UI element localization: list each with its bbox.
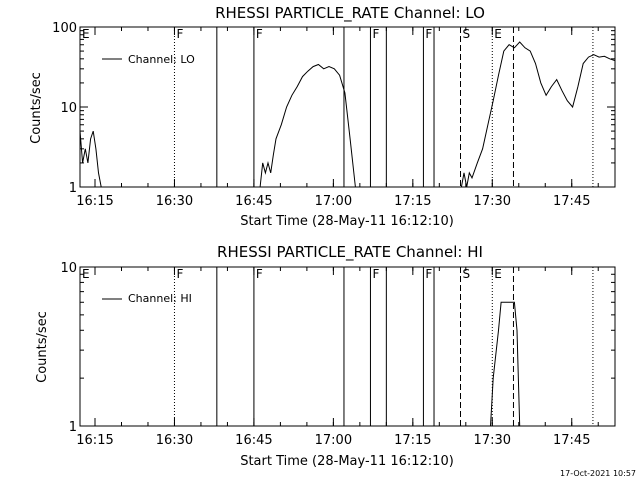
- x-tick-label: 17:15: [394, 433, 431, 448]
- x-tick-label: 17:45: [553, 194, 590, 209]
- x-tick-label: 16:45: [235, 433, 272, 448]
- x-axis-label: Start Time (28-May-11 16:12:10): [240, 454, 454, 469]
- y-axis-label: Counts/sec: [29, 72, 44, 144]
- series-line: [490, 301, 521, 427]
- y-tick-label: 1: [69, 181, 77, 196]
- flag-label: E: [494, 27, 502, 41]
- x-tick-label: 16:15: [76, 194, 113, 209]
- flag-label: F: [256, 267, 263, 281]
- flag-label: F: [425, 267, 432, 281]
- x-tick-label: 16:15: [76, 433, 113, 448]
- flag-label: E: [82, 267, 90, 281]
- flag-label: E: [494, 267, 502, 281]
- x-tick-label: 17:45: [553, 433, 590, 448]
- flag-label: F: [372, 27, 379, 41]
- y-axis-label: Counts/sec: [35, 311, 50, 383]
- footer-timestamp: 17-Oct-2021 10:57: [560, 469, 636, 478]
- x-tick-label: 17:00: [315, 433, 352, 448]
- x-tick-label: 17:30: [474, 433, 511, 448]
- x-tick-label: 17:00: [315, 194, 352, 209]
- x-tick-label: 16:30: [156, 194, 193, 209]
- hi-channel-panel: RHESSI PARTICLE_RATE Channel: HI Start T…: [35, 243, 616, 469]
- lo-channel-panel: RHESSI PARTICLE_RATE Channel: LO Start T…: [29, 4, 616, 229]
- chart-title: RHESSI PARTICLE_RATE Channel: LO: [215, 4, 485, 23]
- flag-label: F: [372, 267, 379, 281]
- flag-label: S: [463, 27, 471, 41]
- y-tick-label: 10: [60, 101, 77, 116]
- x-tick-label: 16:45: [235, 194, 272, 209]
- plot-frame: [79, 26, 616, 188]
- flag-label: F: [425, 27, 432, 41]
- y-tick-label: 100: [52, 21, 77, 36]
- flag-label: E: [82, 27, 90, 41]
- series-line: [79, 130, 102, 188]
- legend-label: Channel: LO: [128, 53, 195, 66]
- flag-label: F: [176, 267, 183, 281]
- legend-label: Channel: HI: [128, 292, 192, 305]
- flag-label: S: [463, 267, 471, 281]
- series-line: [460, 41, 616, 188]
- chart-title: RHESSI PARTICLE_RATE Channel: HI: [217, 243, 483, 262]
- flag-label: F: [176, 27, 183, 41]
- y-tick-label: 1: [69, 420, 77, 435]
- x-tick-label: 17:15: [394, 194, 431, 209]
- x-tick-label: 16:30: [156, 433, 193, 448]
- series-line: [259, 63, 356, 188]
- x-tick-label: 17:30: [474, 194, 511, 209]
- flag-label: F: [256, 27, 263, 41]
- plot-frame: [79, 266, 616, 427]
- x-axis-label: Start Time (28-May-11 16:12:10): [240, 214, 454, 229]
- y-tick-label: 10: [60, 261, 77, 276]
